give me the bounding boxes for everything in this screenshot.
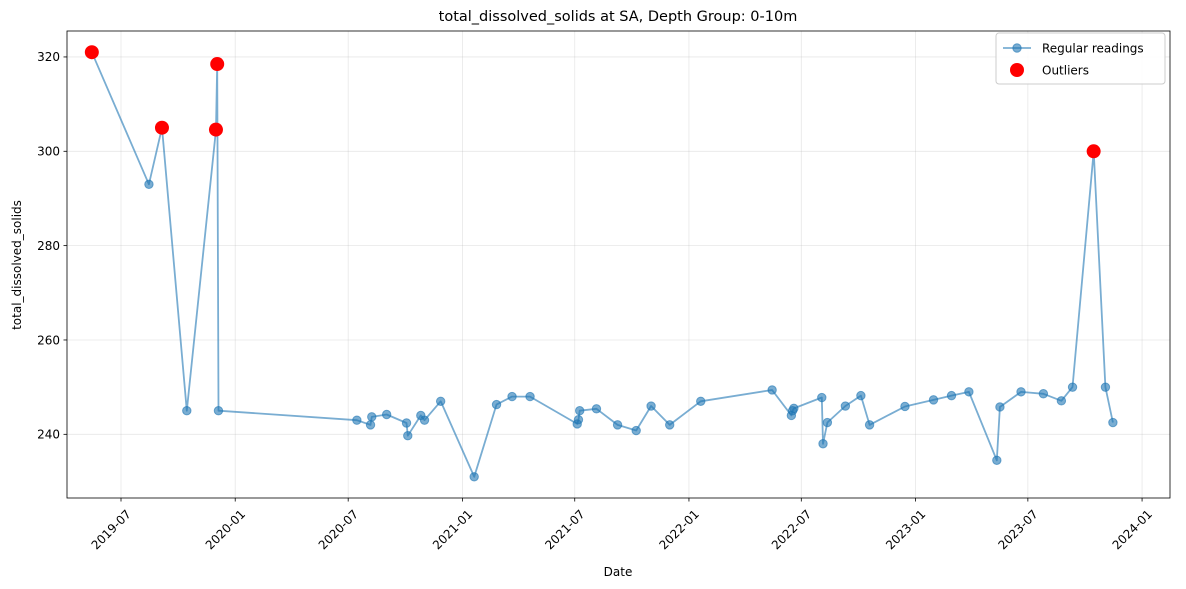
data-point-regular: [856, 390, 866, 401]
data-point-regular: [575, 406, 585, 416]
data-point-regular: [1108, 417, 1118, 428]
y-tick-label: 320: [37, 50, 60, 64]
data-point-regular: [631, 425, 641, 436]
data-point-regular: [367, 412, 377, 422]
data-point-regular: [789, 403, 799, 414]
data-point-regular: [469, 472, 479, 482]
legend-frame: [995, 32, 1166, 85]
y-tick-label: 300: [37, 145, 60, 159]
data-point-regular: [995, 402, 1005, 412]
legend-label-outliers: Outliers: [1042, 64, 1089, 78]
y-tick-label: 240: [37, 428, 60, 442]
x-axis-label: Date: [604, 565, 633, 579]
data-point-regular: [964, 387, 974, 397]
data-point-regular: [435, 396, 446, 406]
data-point-regular: [646, 401, 656, 411]
grid: [67, 31, 1170, 498]
data-point-regular: [591, 404, 602, 414]
data-point-regular: [1056, 396, 1067, 406]
y-tick-label: 260: [37, 333, 60, 347]
legend-marker-regular: [1012, 43, 1022, 53]
data-point-regular: [817, 392, 827, 403]
data-point-regular: [1067, 382, 1078, 392]
data-point-regular: [573, 414, 584, 425]
chart-title: total_dissolved_solids at SA, Depth Grou…: [439, 9, 798, 25]
data-point-outlier: [208, 122, 223, 137]
data-point-regular: [507, 391, 517, 402]
data-point-regular: [1100, 382, 1111, 392]
data-point-outlier: [154, 120, 169, 135]
data-point-regular: [992, 455, 1002, 465]
data-point-regular: [900, 401, 910, 412]
data-point-regular: [419, 415, 430, 425]
data-point-outlier: [210, 57, 225, 72]
data-point-regular: [352, 415, 362, 425]
data-point-regular: [840, 401, 851, 411]
data-point-regular: [401, 418, 412, 428]
data-point-regular: [213, 406, 224, 416]
data-point-regular: [946, 390, 957, 401]
data-point-regular: [381, 409, 392, 420]
data-point-regular: [365, 420, 376, 430]
outliers-group: [84, 45, 1101, 159]
data-point-regular: [864, 420, 875, 430]
data-point-outlier: [84, 45, 99, 60]
data-point-regular: [822, 417, 833, 428]
data-point-regular: [696, 396, 706, 406]
data-point-regular: [767, 385, 777, 395]
data-point-regular: [818, 439, 828, 449]
data-point-regular: [612, 420, 623, 430]
data-point-regular: [491, 399, 502, 410]
legend-label-regular: Regular readings: [1042, 42, 1144, 56]
data-point-regular: [1016, 387, 1026, 397]
plot-frame: [66, 30, 1171, 499]
data-point-regular: [403, 431, 413, 441]
y-axis-label: total_dissolved_solids: [10, 200, 24, 330]
data-point-regular: [144, 179, 154, 190]
data-point-regular: [928, 395, 939, 405]
y-tick-label: 280: [37, 239, 60, 253]
y-axis-ticks: 240 260 280 300 320: [37, 50, 67, 442]
legend: Regular readings Outliers: [995, 32, 1166, 85]
data-point-regular: [182, 406, 192, 416]
legend-marker-outlier: [1010, 63, 1024, 77]
data-point-regular: [665, 420, 675, 430]
data-point-outlier: [1086, 144, 1101, 159]
data-point-regular: [1038, 389, 1049, 399]
data-point-regular: [525, 391, 535, 402]
